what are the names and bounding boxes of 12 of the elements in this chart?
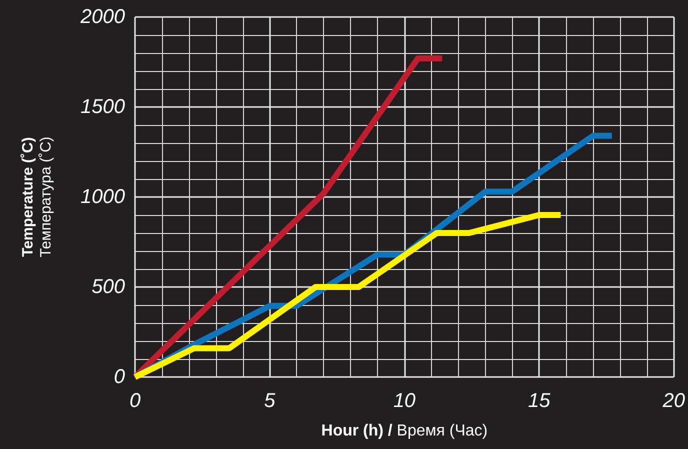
y-tick-label: 0 [114, 366, 125, 388]
y-tick-label: 500 [92, 276, 125, 298]
y-tick-label: 1000 [80, 186, 125, 208]
x-tick-label: 20 [662, 390, 685, 412]
x-tick-label: 10 [393, 390, 416, 412]
x-tick-label: 5 [264, 390, 276, 412]
x-tick-label: 0 [129, 390, 141, 412]
y-axis-title: Temperature (˚C) Температура (˚C) [20, 136, 54, 258]
y-tick-label: 2000 [80, 6, 125, 28]
x-tick-label: 15 [528, 390, 552, 412]
y-tick-label: 1500 [80, 96, 125, 118]
x-axis-title: Hour (h) / Время (Час) [321, 422, 488, 440]
